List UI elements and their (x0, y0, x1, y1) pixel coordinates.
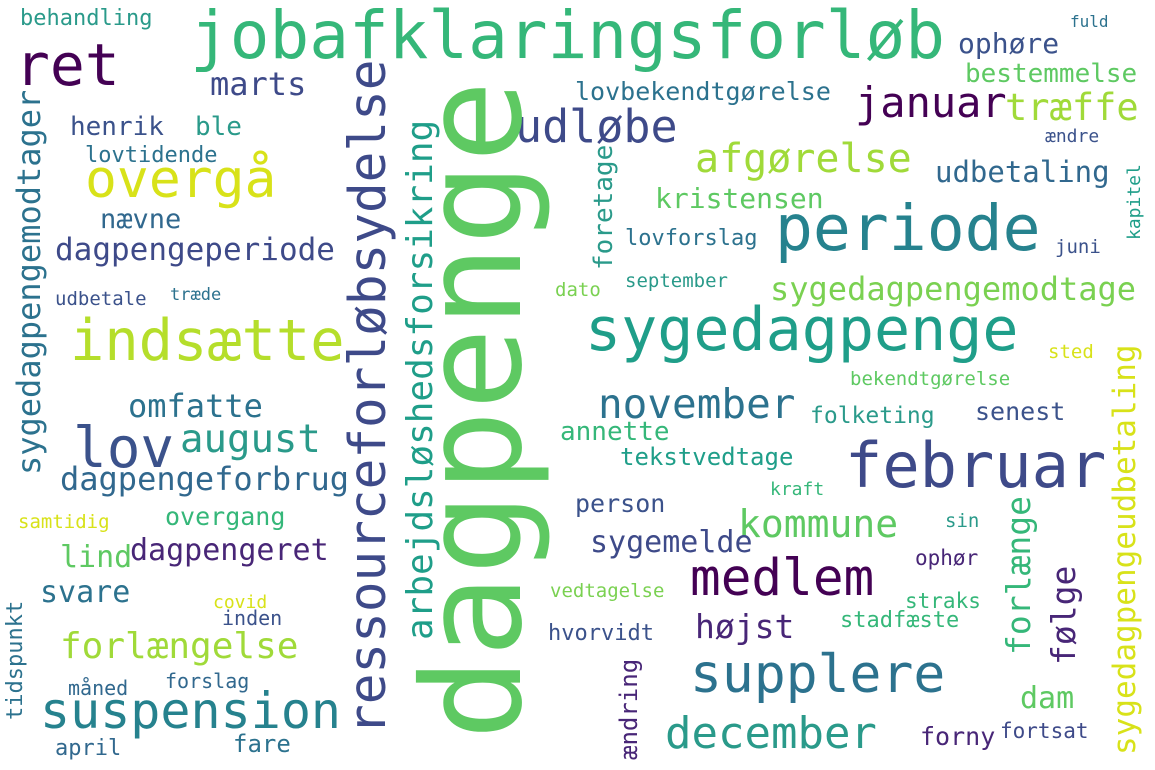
word: december (665, 708, 877, 759)
word: stadfæste (840, 608, 959, 633)
word: forslag (165, 669, 249, 693)
word: dagpengeperiode (55, 232, 335, 268)
word: ret (15, 31, 120, 99)
word: tidspunkt (3, 601, 28, 720)
word: kommune (738, 502, 898, 546)
word: april (55, 736, 121, 761)
word: kapitel (1124, 164, 1145, 240)
word: sygedagpenge (585, 295, 1018, 365)
word: person (575, 489, 665, 518)
word: dagpenge (394, 80, 553, 740)
word: udbetaling (935, 155, 1110, 189)
word: lov (73, 416, 174, 481)
word: forlænge (999, 496, 1038, 655)
word: kraft (770, 479, 824, 500)
word: medlem (690, 549, 874, 608)
word: sted (1048, 341, 1094, 363)
word: udløbe (515, 100, 678, 153)
word: afgørelse (695, 136, 912, 182)
word: dato (555, 279, 601, 301)
word: ophøre (958, 27, 1059, 60)
word: jobafklaringsforløb (190, 0, 945, 74)
word: overgå (85, 149, 276, 210)
word: sygemelde (590, 525, 753, 560)
word: ændre (1045, 126, 1099, 147)
word: kristensen (655, 182, 824, 215)
word: hvorvidt (548, 621, 654, 646)
word: omfatte (128, 387, 263, 425)
word: dagpengeforbrug (60, 460, 349, 498)
word: vedtagelse (550, 580, 664, 602)
word: forny (920, 722, 995, 751)
word: indsætte (70, 308, 345, 374)
word: følge (1044, 566, 1083, 665)
word: lovforslag (625, 226, 757, 251)
word: suspension (40, 682, 341, 740)
word: dam (1020, 681, 1074, 716)
word: udbetale (55, 288, 147, 310)
word: november (598, 380, 795, 428)
word: annette (560, 417, 670, 447)
word: fare (233, 730, 291, 758)
word: samtidig (18, 511, 110, 533)
word: inden (222, 606, 282, 630)
word: ble (195, 112, 242, 142)
word: tekstvedtage (620, 443, 793, 471)
word: folketing (810, 403, 935, 429)
word: senest (975, 397, 1065, 426)
word: lovbekendtgørelse (575, 77, 831, 106)
word: svare (40, 575, 130, 610)
word: måned (68, 676, 128, 700)
word: sin (945, 510, 979, 532)
word: overgang (165, 502, 285, 531)
word: januar (855, 78, 1007, 127)
word: foretage (589, 145, 619, 270)
word: træde (170, 285, 221, 305)
word: sygedagpengemodtage (770, 270, 1136, 308)
word: februar (845, 429, 1106, 502)
word: bestemmelse (965, 59, 1137, 89)
word: bekendtgørelse (850, 368, 1010, 390)
word: lovtidende (85, 143, 217, 168)
word: ændring (615, 659, 643, 760)
word: periode (775, 192, 1041, 265)
word: sygedagpengemodtager (10, 90, 48, 475)
word: covid (213, 592, 267, 613)
word: højst (695, 607, 794, 646)
word: træffe (1005, 86, 1139, 129)
word: august (180, 417, 321, 462)
word: juni (1055, 236, 1101, 258)
word: september (625, 270, 728, 292)
word: nævne (100, 204, 181, 235)
word: fuld (1070, 12, 1109, 31)
word: supplere (690, 644, 945, 705)
word: dagpengeret (130, 533, 329, 568)
word: henrik (70, 112, 164, 142)
word: ressourceforløbsydelse (339, 59, 398, 735)
word: behandling (20, 6, 152, 31)
word: marts (210, 65, 306, 103)
word: ophør (915, 546, 978, 570)
word: lind (60, 540, 132, 575)
word: forlængelse (60, 626, 298, 667)
word: sygedagpengeudbetaling (1107, 344, 1143, 755)
word: fortsat (1000, 719, 1089, 743)
word: arbejdsløshedsforsikring (400, 120, 441, 640)
word: straks (905, 589, 981, 613)
